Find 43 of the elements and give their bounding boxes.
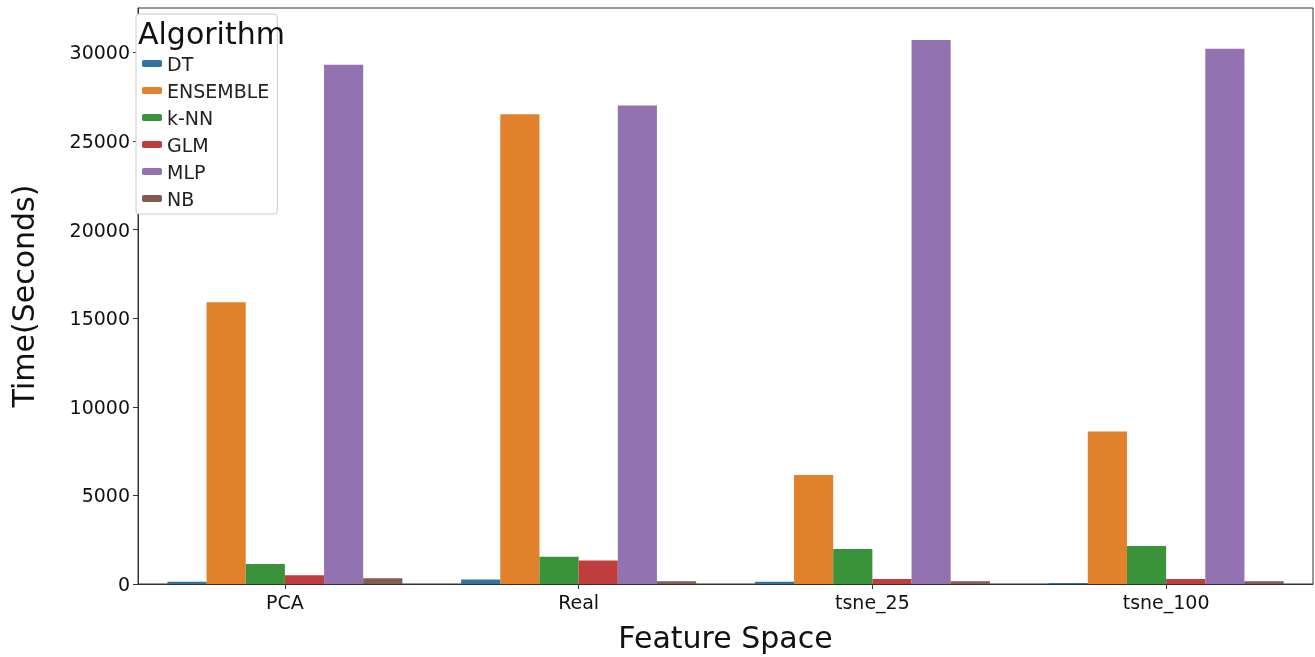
bar bbox=[461, 579, 501, 584]
bar bbox=[911, 39, 951, 584]
bar bbox=[656, 581, 697, 584]
legend-label: MLP bbox=[167, 160, 206, 183]
bar bbox=[578, 560, 618, 584]
bar bbox=[1087, 431, 1127, 584]
y-tick-label: 25000 bbox=[69, 129, 130, 152]
x-tick-label: PCA bbox=[266, 590, 304, 613]
bar bbox=[500, 114, 540, 584]
bar bbox=[872, 579, 912, 584]
legend-label: ENSEMBLE bbox=[167, 79, 270, 102]
legend-label: NB bbox=[167, 187, 195, 210]
bar bbox=[363, 578, 403, 584]
legend-label: GLM bbox=[167, 133, 209, 156]
bar bbox=[1166, 579, 1206, 584]
y-tick-label: 0 bbox=[117, 573, 130, 595]
bar bbox=[794, 475, 834, 584]
bar bbox=[1205, 48, 1245, 584]
legend-title: Algorithm bbox=[138, 15, 285, 51]
bar bbox=[617, 105, 657, 584]
y-tick-label: 5000 bbox=[81, 484, 130, 507]
bar bbox=[167, 581, 207, 584]
x-axis-title: Feature Space bbox=[618, 619, 833, 655]
bar bbox=[245, 563, 285, 584]
y-axis-title: Time(Seconds) bbox=[5, 184, 41, 409]
legend-label: DT bbox=[167, 52, 194, 75]
y-tick-label: 20000 bbox=[69, 218, 130, 241]
x-tick-label: tsne_25 bbox=[834, 590, 910, 614]
y-tick-label: 15000 bbox=[69, 307, 130, 330]
y-tick-label: 10000 bbox=[69, 395, 130, 418]
x-tick-label: Real bbox=[558, 590, 600, 613]
x-tick-label: tsne_100 bbox=[1122, 590, 1210, 614]
y-tick-label: 30000 bbox=[69, 41, 130, 64]
bar bbox=[324, 64, 364, 584]
bar bbox=[539, 556, 579, 584]
bar bbox=[1244, 581, 1284, 584]
bar bbox=[754, 581, 795, 584]
legend-label: k-NN bbox=[167, 106, 214, 129]
bar bbox=[206, 302, 246, 584]
bar bbox=[833, 549, 873, 584]
bar bbox=[950, 581, 990, 584]
bar bbox=[284, 575, 325, 584]
bar bbox=[1126, 546, 1167, 584]
